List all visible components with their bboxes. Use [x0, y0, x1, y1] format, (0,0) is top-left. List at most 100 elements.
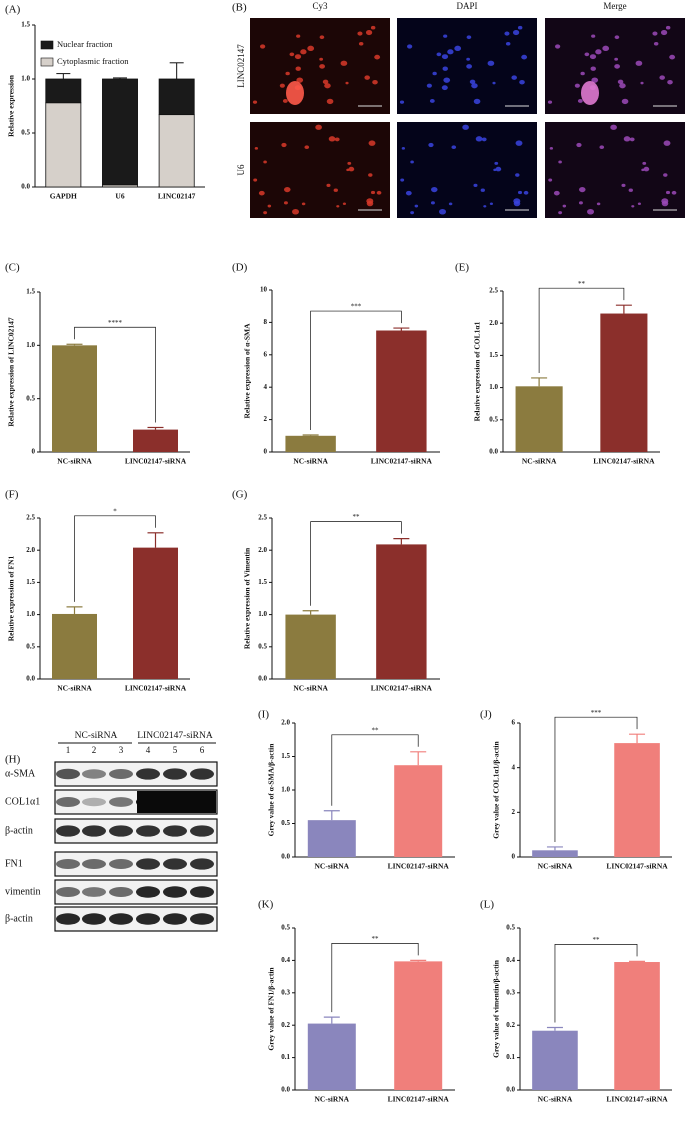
cell	[621, 183, 626, 188]
cell	[663, 140, 671, 146]
y-tick-label: 1.0	[258, 610, 267, 618]
significance-bracket	[538, 287, 625, 373]
cell	[376, 190, 382, 195]
y-tick-label: 0.3	[506, 988, 515, 996]
band	[109, 913, 133, 925]
y-tick-label: 0.5	[506, 924, 515, 932]
cell	[368, 140, 376, 146]
cell	[399, 100, 405, 104]
cell	[259, 44, 266, 49]
cell	[492, 81, 496, 85]
bar	[614, 962, 660, 1090]
band	[109, 825, 133, 837]
band	[82, 769, 106, 779]
cell	[410, 211, 415, 215]
panel-label: (E)	[455, 262, 469, 274]
significance-bracket	[331, 734, 419, 806]
x-tick-label: NC-siRNA	[293, 457, 328, 466]
cell	[443, 34, 448, 38]
band	[190, 913, 214, 925]
y-tick-label: 1.5	[258, 578, 267, 586]
cell	[300, 49, 307, 55]
bar	[52, 613, 97, 679]
x-tick-label: LINC02147-siRNA	[606, 862, 668, 871]
significance-label: **	[353, 513, 361, 521]
group-label: LINC02147-siRNA	[137, 731, 213, 741]
cell	[653, 42, 659, 46]
cell	[374, 54, 381, 60]
cell-cluster	[286, 81, 304, 105]
y-tick-label: 2.5	[26, 514, 35, 522]
cell	[614, 64, 620, 69]
cell	[284, 186, 291, 193]
cell	[405, 190, 412, 196]
band	[56, 768, 80, 780]
y-tick-label: 4	[512, 763, 516, 771]
cell	[619, 83, 626, 89]
error-bar	[66, 343, 83, 346]
band-label: β-actin	[5, 825, 33, 836]
cell	[621, 98, 629, 105]
y-tick-label: 0.5	[489, 415, 498, 423]
cell	[431, 186, 438, 193]
cell	[665, 190, 671, 195]
cell	[348, 166, 355, 172]
x-tick-label: LINC02147	[158, 192, 196, 201]
y-tick-label: 1.0	[26, 341, 35, 349]
y-axis-label: Relative expression of LINC02147	[7, 317, 16, 426]
cell	[493, 168, 497, 172]
cell	[357, 31, 363, 36]
panel-label: (D)	[232, 262, 248, 274]
cell	[252, 100, 258, 104]
cell	[319, 57, 324, 61]
panel-label: (C)	[5, 262, 20, 274]
cell	[523, 190, 529, 195]
x-tick-label: LINC02147-siRNA	[371, 684, 433, 693]
cell	[253, 178, 258, 182]
x-tick-label: LINC02147-siRNA	[125, 684, 187, 693]
cell	[436, 52, 442, 57]
cell	[554, 44, 561, 49]
bar	[600, 313, 648, 452]
cell	[292, 208, 300, 215]
lane-label: 4	[146, 745, 151, 755]
bar	[614, 743, 660, 857]
cell	[451, 145, 457, 150]
y-axis-label: Relative expression of Vimentin	[243, 547, 252, 649]
cell	[661, 198, 669, 204]
panel-label: (L)	[480, 899, 494, 911]
cell	[576, 142, 582, 148]
y-tick-label: 0.2	[281, 1021, 290, 1029]
cell	[629, 137, 635, 142]
cell	[370, 25, 376, 30]
y-axis-label: Relative expression	[7, 74, 16, 137]
band	[82, 825, 106, 837]
cell	[602, 45, 610, 52]
blot-dark-block	[137, 791, 216, 813]
panel-label: (H)	[5, 754, 21, 766]
cell	[471, 83, 478, 89]
cell	[495, 166, 502, 172]
cell	[589, 54, 597, 60]
y-tick-label: 2.5	[489, 287, 498, 295]
y-tick-label: 0.0	[281, 853, 290, 861]
band	[190, 886, 214, 898]
band-label: α-SMA	[5, 768, 36, 779]
band	[163, 858, 187, 870]
cell	[473, 98, 481, 105]
significance-bracket	[310, 310, 402, 430]
cell	[254, 147, 259, 150]
significance-bracket	[74, 326, 156, 423]
cell	[315, 124, 322, 130]
y-tick-label: 1.0	[489, 383, 498, 391]
cell	[483, 205, 487, 208]
cell	[579, 186, 586, 193]
lane-label: 5	[173, 745, 178, 755]
y-tick-label: 2.0	[489, 319, 498, 327]
cell	[319, 64, 325, 69]
y-tick-label: 0.0	[26, 675, 35, 683]
y-tick-label: 4	[264, 383, 268, 391]
significance-label: **	[372, 726, 380, 734]
significance-label: ***	[351, 303, 362, 311]
cell	[642, 161, 647, 165]
